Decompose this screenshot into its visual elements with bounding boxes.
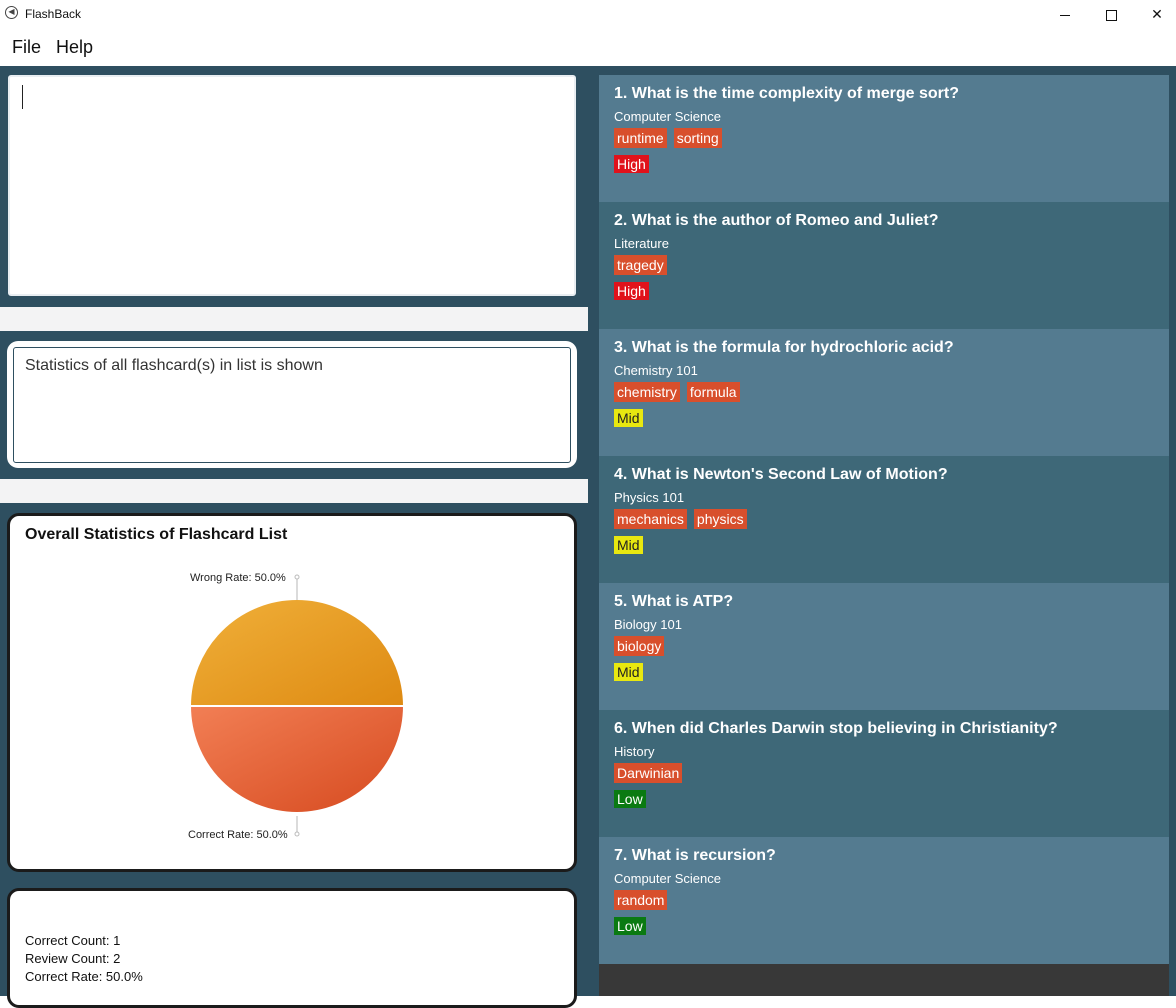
- wrong-leader-dot: [294, 574, 300, 580]
- flashcard-category: Literature: [614, 236, 669, 251]
- flashcard-category: Physics 101: [614, 490, 685, 505]
- flashcard-tag: biology: [614, 636, 665, 656]
- flashcard-question: 7. What is recursion?: [614, 847, 776, 864]
- wrong-rate-label: Wrong Rate: 50.0%: [190, 572, 286, 584]
- flashcard-tag: chemistry: [614, 382, 680, 402]
- flashcard-item[interactable]: 3. What is the formula for hydrochloric …: [599, 329, 1169, 456]
- flashcard-tag: formula: [686, 382, 740, 402]
- flashcard-tag: runtime: [614, 128, 667, 148]
- flashcard-question: 5. What is ATP?: [614, 593, 734, 610]
- correct-leader-dot: [294, 831, 300, 837]
- priority-badge: High: [614, 282, 649, 300]
- menu-file[interactable]: File: [12, 37, 42, 57]
- minimize-button[interactable]: [1042, 0, 1088, 28]
- flashcard-item[interactable]: 5. What is ATP? Biology 101 biology Mid: [599, 583, 1169, 710]
- review-count: Review Count: 2: [25, 951, 121, 966]
- flashcard-tag: physics: [693, 509, 747, 529]
- close-icon: ✕: [1151, 6, 1163, 22]
- close-button[interactable]: ✕: [1134, 0, 1176, 28]
- menu-bar: File Help: [0, 30, 1176, 64]
- correct-count: Correct Count: 1: [25, 933, 121, 948]
- priority-badge: Low: [614, 790, 646, 808]
- flashcard-item[interactable]: 6. When did Charles Darwin stop believin…: [599, 710, 1169, 837]
- priority-badge: High: [614, 155, 649, 173]
- window-title: FlashBack: [25, 7, 82, 21]
- flashcard-question: 6. When did Charles Darwin stop believin…: [614, 720, 1058, 737]
- flashcard-item[interactable]: 2. What is the author of Romeo and Julie…: [599, 202, 1169, 329]
- divider: [0, 479, 588, 503]
- flashcard-tag: sorting: [673, 128, 722, 148]
- flashcard-question: 4. What is Newton's Second Law of Motion…: [614, 466, 948, 483]
- list-empty-area: [599, 964, 1169, 996]
- statistics-card: Overall Statistics of Flashcard List Wro…: [7, 513, 577, 872]
- flashcard-tag: Darwinian: [614, 763, 683, 783]
- flashcard-tag: mechanics: [614, 509, 687, 529]
- pie-slice-wrong: [188, 598, 406, 707]
- flashcard-category: History: [614, 744, 655, 759]
- flashcard-item[interactable]: 7. What is recursion? Computer Science r…: [599, 837, 1169, 964]
- counts-card: Correct Count: 1 Review Count: 2 Correct…: [7, 888, 577, 1008]
- flashcard-category: Chemistry 101: [614, 363, 698, 378]
- priority-badge: Mid: [614, 536, 643, 554]
- command-input[interactable]: [8, 75, 576, 296]
- flashcard-tag: random: [614, 890, 668, 910]
- pie-slice-correct: [188, 705, 406, 814]
- flashcard-item[interactable]: 4. What is Newton's Second Law of Motion…: [599, 456, 1169, 583]
- flashcard-question: 2. What is the author of Romeo and Julie…: [614, 212, 939, 229]
- pie-chart: Wrong Rate: 50.0% Correct Rate: 50.0%: [188, 572, 406, 841]
- statistics-title: Overall Statistics of Flashcard List: [25, 526, 288, 543]
- divider: [0, 307, 588, 331]
- flashcard-category: Computer Science: [614, 109, 721, 124]
- menu-help[interactable]: Help: [56, 37, 94, 57]
- priority-badge: Mid: [614, 409, 643, 427]
- correct-rate: Correct Rate: 50.0%: [25, 969, 143, 984]
- maximize-button[interactable]: [1088, 0, 1134, 28]
- minimize-icon: [1060, 14, 1070, 16]
- title-bar: ◀ FlashBack ✕: [0, 0, 1176, 28]
- text-caret: [22, 85, 23, 109]
- priority-badge: Mid: [614, 663, 643, 681]
- result-display: Statistics of all flashcard(s) in list i…: [13, 347, 571, 463]
- correct-rate-label: Correct Rate: 50.0%: [188, 829, 288, 841]
- maximize-icon: [1105, 9, 1117, 21]
- flashcard-item[interactable]: 1. What is the time complexity of merge …: [599, 75, 1169, 202]
- flashcard-question: 1. What is the time complexity of merge …: [614, 85, 959, 102]
- flashcard-tag: tragedy: [614, 255, 667, 275]
- result-text: Statistics of all flashcard(s) in list i…: [25, 357, 323, 374]
- flashcard-category: Biology 101: [614, 617, 682, 632]
- flashcard-category: Computer Science: [614, 871, 721, 886]
- priority-badge: Low: [614, 917, 646, 935]
- flashcard-question: 3. What is the formula for hydrochloric …: [614, 339, 954, 356]
- rewind-icon: ◀: [5, 6, 18, 19]
